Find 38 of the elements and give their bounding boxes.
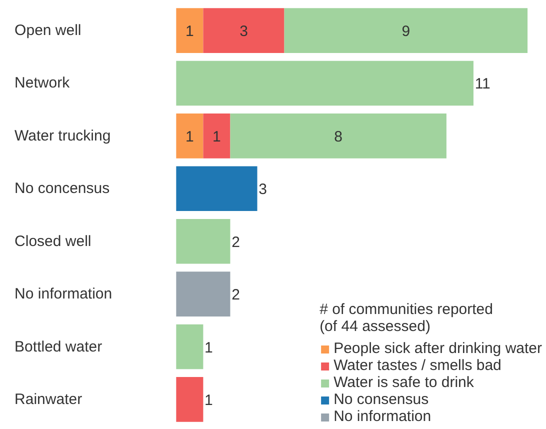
data-label: 1 (204, 339, 213, 356)
bar (176, 8, 204, 53)
legend-title: # of communities reported (of 44 assessed) (320, 301, 494, 335)
bar (176, 377, 204, 422)
bar (176, 218, 230, 264)
data-label: 1 (186, 23, 194, 40)
bar (203, 8, 284, 53)
bar (284, 8, 528, 53)
bar (176, 166, 258, 212)
y-tick-label: Water trucking (14, 127, 111, 144)
bar (203, 114, 230, 158)
bar (176, 60, 474, 106)
legend-label: No information (334, 408, 432, 425)
y-tick-label: No concensus (14, 180, 110, 198)
data-label: 9 (402, 23, 410, 40)
legend-label: Water tastes / smells bad (334, 357, 502, 374)
y-tick-label: Closed well (14, 232, 92, 250)
legend-label: People sick after drinking water (334, 340, 542, 357)
data-label: 2 (232, 286, 240, 304)
y-tick-label: Bottled water (14, 338, 102, 356)
y-tick-label: Network (14, 74, 70, 92)
data-label: 8 (334, 128, 343, 146)
data-label: 11 (474, 76, 490, 93)
data-label: 1 (212, 128, 221, 146)
bar (230, 114, 446, 158)
legend-label: No consensus (334, 391, 429, 408)
legend-label: Water is safe to drink (334, 374, 474, 391)
y-tick-label: No information (14, 286, 112, 303)
y-tick-label: Open well (14, 22, 82, 40)
data-label: 2 (232, 234, 240, 251)
bar (176, 114, 204, 158)
data-label: 1 (204, 392, 213, 409)
data-label: 3 (258, 181, 267, 198)
data-label: 1 (186, 128, 194, 146)
bar (176, 272, 230, 316)
data-label: 3 (240, 23, 248, 40)
bar (176, 324, 204, 370)
y-tick-label: Rainwater (14, 390, 82, 408)
